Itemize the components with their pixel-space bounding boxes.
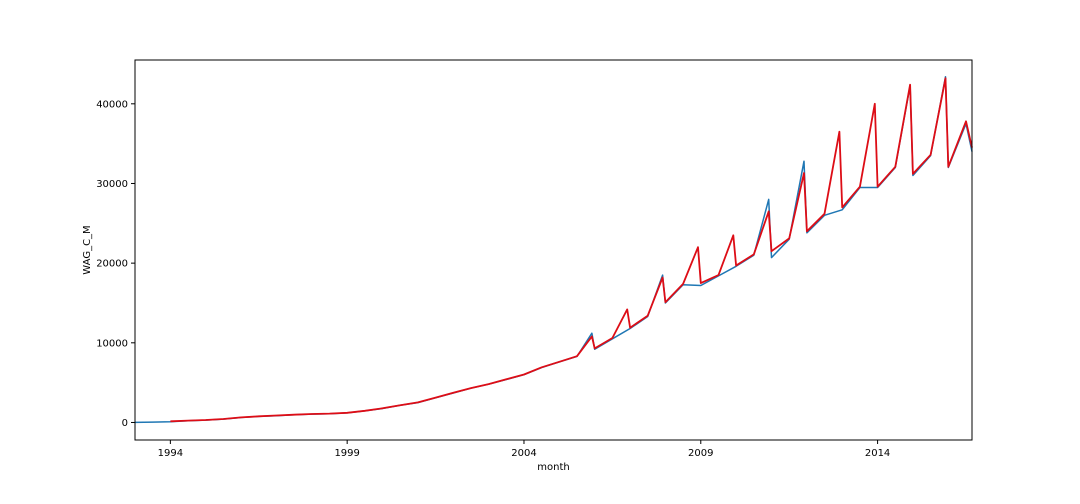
x-tick-label: 2009 [688,448,713,459]
x-axis: 1994 1999 2004 2009 2014 [158,440,890,459]
x-tick-label: 1999 [334,448,359,459]
x-tick-label: 1994 [158,448,183,459]
y-tick-label: 0 [122,418,128,429]
series-line-0 [134,75,973,424]
y-tick-label: 30000 [96,179,128,190]
x-axis-label: month [537,462,569,473]
series-line-1 [170,77,973,423]
plot-content [134,75,973,424]
y-axis-label: WAG_C_M [82,225,93,274]
x-tick-label: 2004 [511,448,536,459]
y-tick-label: 10000 [96,338,128,349]
plot-frame [134,59,973,441]
y-tick-label: 40000 [96,99,128,110]
y-tick-label: 20000 [96,259,128,270]
y-axis: 0 10000 20000 30000 40000 [96,99,135,429]
x-tick-label: 2014 [865,448,890,459]
